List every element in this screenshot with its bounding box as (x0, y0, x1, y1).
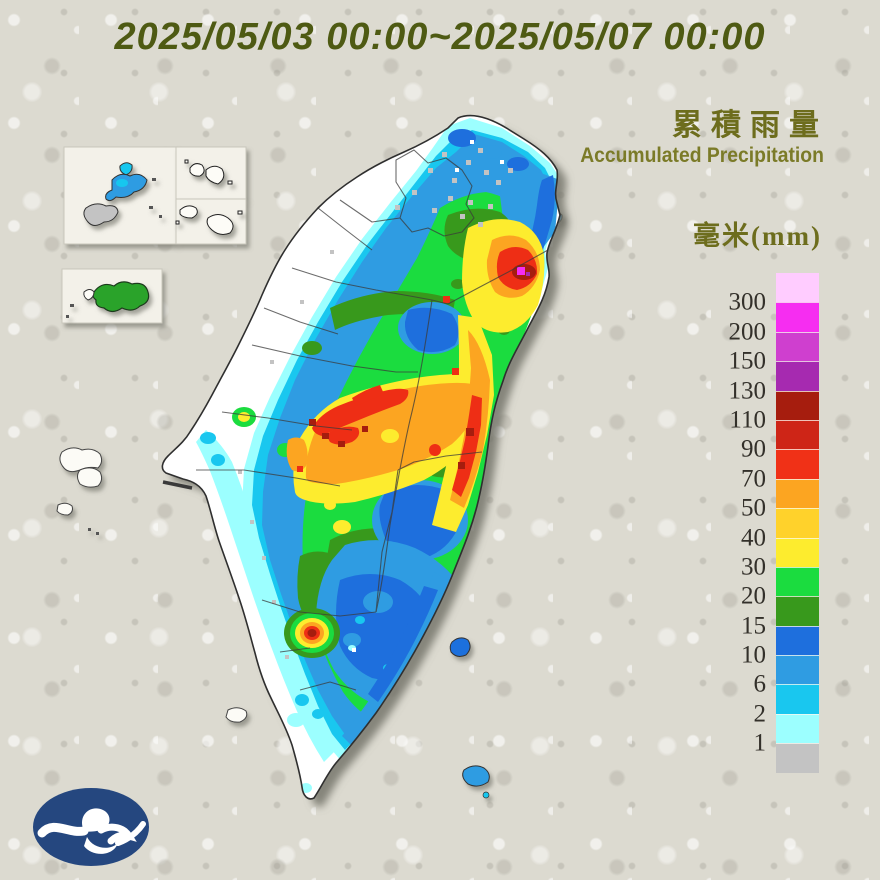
legend-step-label: 50 (741, 494, 766, 522)
legend-step: 90 (741, 436, 819, 479)
legend-step-label: 200 (728, 318, 767, 346)
legend-step-label: 130 (728, 377, 767, 405)
xiaoliuqiu-island (225, 707, 248, 723)
legend-step-label: 10 (741, 641, 766, 669)
matsu-island (206, 214, 234, 235)
penghu-west-island (83, 203, 119, 226)
legend-step-label: 300 (728, 288, 767, 316)
legend-step-label: 90 (741, 435, 766, 463)
legend-step: 70 (741, 465, 819, 509)
inset-matsu-south-panel (175, 198, 247, 245)
legend-step: 6 (754, 671, 819, 714)
legend-step: 150 (729, 348, 819, 391)
penghu-offshore-island (77, 467, 103, 488)
inset-matsu-north-panel (175, 146, 247, 200)
legend-step: 300 (729, 289, 819, 332)
kinmen-islet (83, 289, 95, 301)
legend-step: 20 (741, 583, 819, 626)
orchid-island (462, 765, 490, 787)
legend-step: 40 (741, 524, 819, 567)
precipitation-raster (196, 118, 560, 793)
legend-step-label: 70 (741, 465, 766, 493)
cwb-logo (33, 788, 149, 866)
legend-title-en: Accumulated Precipitation (580, 144, 824, 167)
penghu-offshore-island (59, 447, 103, 473)
kinmen-island (92, 281, 150, 313)
legend-step: 10 (741, 642, 819, 685)
inset-penghu-panel (63, 146, 177, 245)
legend-unit-label: 毫米(mm) (693, 221, 822, 251)
precipitation-color-scale: 300 200 150 130 110 90 70 50 40 30 20 15 10 6 2 1 (729, 273, 819, 773)
page-title: 2025/05/03 00:00~2025/05/07 00:00 (114, 16, 766, 58)
legend-step-label: 6 (753, 670, 767, 698)
legend-step-label: 40 (741, 523, 766, 551)
inset-kinmen-panel (61, 268, 163, 324)
legend-step-label: 2 (753, 700, 767, 728)
legend-step-label: 20 (741, 582, 766, 610)
legend-step-label: 30 (741, 553, 766, 581)
legend-step-label: 15 (741, 612, 766, 640)
legend-step (776, 273, 819, 303)
matsu-island (189, 163, 205, 177)
legend-title-zh: 累積雨量 (672, 109, 828, 142)
legend-step: 2 (754, 700, 819, 744)
matsu-island (179, 205, 198, 219)
legend-step: 110 (729, 406, 819, 450)
matsu-island (205, 165, 225, 185)
legend-step: 130 (729, 377, 819, 420)
legend-step-label: 110 (729, 406, 766, 434)
legend-step-label: 150 (728, 347, 767, 375)
taiwan-island (161, 114, 561, 800)
legend-step: 200 (729, 318, 819, 362)
penghu-main-island (105, 173, 148, 202)
legend-step: 30 (741, 553, 819, 597)
legend-step: 50 (741, 495, 819, 538)
penghu-offshore-island (56, 502, 73, 516)
legend-step-label: 1 (753, 729, 767, 757)
penghu-islet-north (119, 162, 133, 176)
green-island (449, 637, 471, 657)
legend-step: 15 (741, 612, 819, 656)
legend-step: 1 (754, 730, 819, 773)
